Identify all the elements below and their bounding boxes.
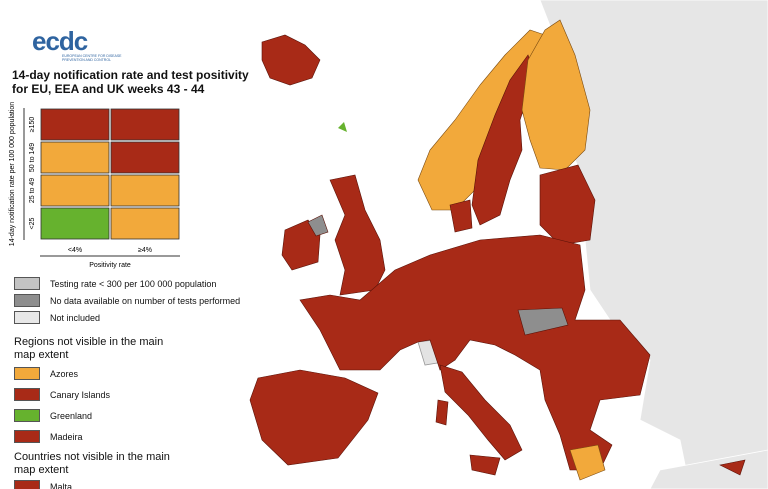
- row-label: 50 to 149: [29, 143, 36, 172]
- title-line: 14-day notification rate and test positi…: [12, 68, 249, 82]
- row-label: 25 to 49: [29, 178, 36, 203]
- legend-label: Azores: [50, 368, 79, 379]
- matrix-cell: [40, 174, 110, 207]
- x-axis-label: Positivity rate: [89, 262, 131, 269]
- section-heading: Regions not visible in the main map exte…: [14, 336, 164, 361]
- legend-item: Azores: [14, 367, 78, 380]
- legend-swatch: [14, 409, 40, 422]
- matrix-cell: [40, 141, 110, 174]
- legend-item: Malta: [14, 480, 72, 489]
- legend-label: Canary Islands: [50, 389, 111, 400]
- legend-swatch: [14, 388, 40, 401]
- legend-label: No data available on number of tests per…: [50, 295, 241, 306]
- legend-item: Canary Islands: [14, 388, 110, 401]
- legend-swatch: [14, 430, 40, 443]
- col-label: <4%: [68, 247, 82, 254]
- legend-swatch: [14, 277, 40, 290]
- legend-item: Testing rate < 300 per 100 000 populatio…: [14, 277, 216, 290]
- matrix-cell: [110, 141, 180, 174]
- legend-item: No data available on number of tests per…: [14, 294, 240, 307]
- y-axis-label: 14-day notification rate per 100 000 pop…: [9, 102, 16, 246]
- legend-swatch: [14, 311, 40, 324]
- legend-swatch: [14, 480, 40, 489]
- legend-label: Madeira: [50, 431, 83, 442]
- matrix-cell: [110, 174, 180, 207]
- countries: [249, 19, 746, 481]
- matrix-cell: [110, 108, 180, 141]
- matrix-cell: [110, 207, 180, 240]
- legend-swatch: [14, 294, 40, 307]
- legend-swatch: [14, 367, 40, 380]
- org-name: EUROPEAN CENTRE FOR DISEASE PREVENTION A…: [62, 54, 122, 62]
- matrix: 14-day notification rate per 100 000 pop…: [9, 102, 180, 269]
- matrix-cell: [40, 108, 110, 141]
- section-heading: Countries not visible in the main map ex…: [14, 451, 170, 476]
- legend-label: Testing rate < 300 per 100 000 populatio…: [50, 278, 217, 289]
- legend-item: Madeira: [14, 430, 83, 443]
- title-line: for EU, EEA and UK weeks 43 - 44: [12, 82, 205, 96]
- row-label: ≥150: [29, 117, 36, 133]
- title: 14-day notification rate and test positi…: [12, 68, 249, 96]
- col-label: ≥4%: [138, 247, 152, 254]
- matrix-cell: [40, 207, 110, 240]
- row-label: <25: [29, 217, 36, 229]
- logo: ecdc: [32, 26, 88, 56]
- legend-item: Not included: [14, 311, 100, 324]
- legend-label: Not included: [50, 312, 101, 323]
- legend-label: Greenland: [50, 410, 93, 421]
- legend-item: Greenland: [14, 409, 92, 422]
- legend-label: Malta: [50, 481, 73, 489]
